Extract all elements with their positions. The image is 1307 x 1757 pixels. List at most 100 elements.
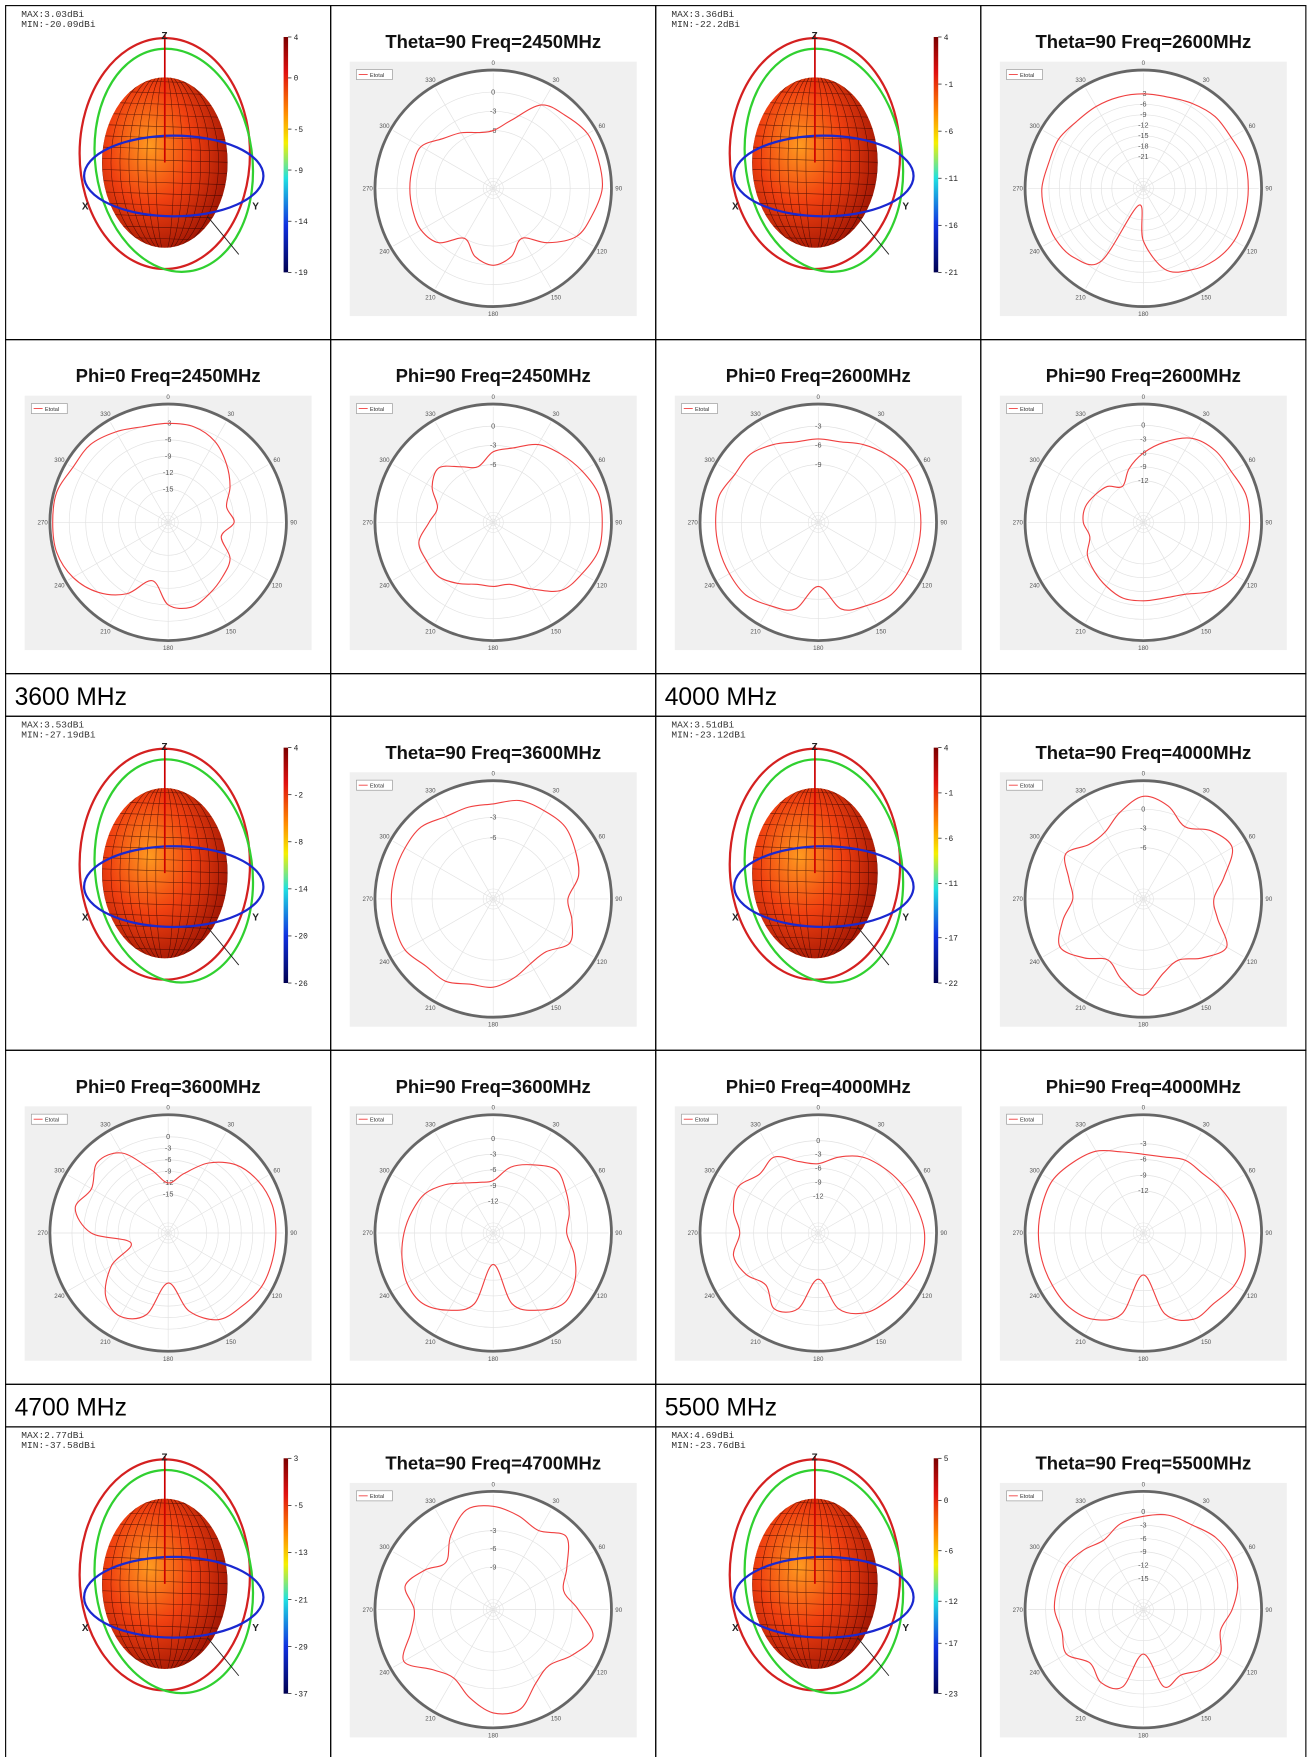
angle-label: 60 xyxy=(1249,1167,1256,1174)
angle-label: 90 xyxy=(615,520,622,527)
angle-label: 60 xyxy=(273,1167,280,1174)
mesh-line xyxy=(102,168,228,175)
angle-label: 270 xyxy=(1013,520,1024,527)
mesh-line xyxy=(102,879,228,885)
angle-label: 90 xyxy=(615,186,622,193)
spoke xyxy=(393,1609,494,1668)
spoke xyxy=(167,422,227,523)
mesh-line xyxy=(769,77,861,248)
r-tick-label: -15 xyxy=(163,1190,174,1199)
plot-title: Phi=0 Freq=4000MHz xyxy=(726,1076,911,1097)
angle-label: 180 xyxy=(1138,311,1149,318)
r-tick-label: -9 xyxy=(490,1181,496,1190)
center-ring xyxy=(157,1222,179,1244)
mesh-line xyxy=(102,180,228,186)
colorbar-label: -21 xyxy=(944,269,958,278)
mesh-line xyxy=(796,77,834,248)
colorbar xyxy=(933,36,939,273)
axis-label: Y xyxy=(252,202,259,213)
axis-label: X xyxy=(732,202,739,213)
spoke xyxy=(393,1174,494,1234)
r-tick-label: -6 xyxy=(1140,1155,1146,1164)
angle-label: 300 xyxy=(379,1167,390,1174)
min-gain: MIN:-22.2dBi xyxy=(671,19,740,30)
mesh-line xyxy=(146,787,184,959)
ring-green xyxy=(93,47,255,273)
angle-label: 330 xyxy=(1075,77,1086,84)
colorbar-label: -5 xyxy=(294,1502,304,1511)
spoke xyxy=(167,522,227,623)
r-tick-label: -12 xyxy=(1138,121,1149,130)
angle-label: 90 xyxy=(1265,1230,1272,1237)
angle-label: 90 xyxy=(1265,520,1272,527)
r-tick-label: -6 xyxy=(1140,843,1146,852)
r-tick-label: -9 xyxy=(1140,1170,1146,1179)
mesh-line xyxy=(760,1498,869,1670)
r-tick-label: -15 xyxy=(1138,1574,1149,1583)
center-ring xyxy=(486,1602,501,1617)
colorbar-label: -23 xyxy=(944,1690,958,1699)
spoke xyxy=(1043,464,1144,523)
angle-label: 300 xyxy=(379,833,390,840)
legend-box xyxy=(356,1113,393,1125)
mesh-line xyxy=(119,77,210,248)
grid-ring xyxy=(396,425,590,619)
plot-title: Theta=90 Freq=5500MHz xyxy=(1035,1452,1251,1473)
angle-label: 0 xyxy=(166,1105,170,1112)
legend-box xyxy=(1006,403,1043,414)
max-gain: MAX:3.51dBi xyxy=(671,719,734,730)
r-tick-label: 0 xyxy=(1141,1507,1145,1516)
r-tick-label: -15 xyxy=(1138,131,1149,140)
grid-ring xyxy=(445,1185,541,1281)
section-label: 3600 MHz xyxy=(15,684,127,711)
table-cell xyxy=(980,673,1307,717)
axis-label: Y xyxy=(252,1623,259,1634)
mesh-line xyxy=(752,1601,878,1607)
colorbar-label: -29 xyxy=(294,1643,308,1652)
mesh-line xyxy=(128,1498,201,1670)
angle-label: 270 xyxy=(363,1607,374,1614)
grid-ring xyxy=(71,1136,265,1330)
angle-label: 240 xyxy=(379,1293,390,1300)
angle-label: 330 xyxy=(100,1122,111,1129)
spoke xyxy=(435,1232,494,1334)
mesh-line xyxy=(137,787,192,959)
spoke xyxy=(435,1609,494,1710)
angle-label: 150 xyxy=(551,1339,562,1346)
colorbar-label: -17 xyxy=(944,1640,958,1649)
ring-blue xyxy=(82,845,265,929)
grid-ring xyxy=(450,1566,537,1653)
grid-ring xyxy=(414,1153,573,1313)
r-tick-label: -12 xyxy=(813,1191,824,1200)
legend-box xyxy=(356,403,393,414)
axis-label: Y xyxy=(902,912,909,923)
legend-box xyxy=(31,1113,68,1125)
angle-label: 180 xyxy=(1138,1356,1149,1363)
colorbar xyxy=(283,1458,289,1694)
spoke xyxy=(1143,464,1244,523)
min-gain: MIN:-27.19dBi xyxy=(21,730,96,741)
angle-label: 0 xyxy=(491,1105,495,1112)
r-tick-label: -12 xyxy=(163,468,174,477)
center-ring xyxy=(161,1225,176,1240)
angle-label: 180 xyxy=(1138,645,1149,652)
plot-title: Theta=90 Freq=2600MHz xyxy=(1035,31,1251,52)
table-cell xyxy=(980,1383,1307,1428)
center-ring xyxy=(1132,1222,1154,1244)
colorbar-label: -20 xyxy=(294,933,308,942)
angle-label: 60 xyxy=(1249,1544,1256,1551)
pointer xyxy=(207,1637,240,1677)
polar-plot: Phi=0 Freq=4000MHz Etotal 0 30 60 90 120 150 180… xyxy=(674,1076,962,1363)
angle-label: 150 xyxy=(1201,1716,1212,1723)
angle-label: 120 xyxy=(597,1293,608,1300)
axis-label: X xyxy=(732,1623,739,1634)
spoke xyxy=(1143,130,1244,189)
angle-label: 0 xyxy=(491,60,495,67)
polar-rim xyxy=(698,1113,938,1353)
angle-label: 270 xyxy=(37,1230,48,1237)
axis-label: Z xyxy=(161,1453,167,1464)
spoke xyxy=(492,798,552,900)
r-tick-label: -6 xyxy=(815,1164,821,1173)
pointer xyxy=(857,926,890,966)
pattern-curve xyxy=(1037,1149,1246,1321)
